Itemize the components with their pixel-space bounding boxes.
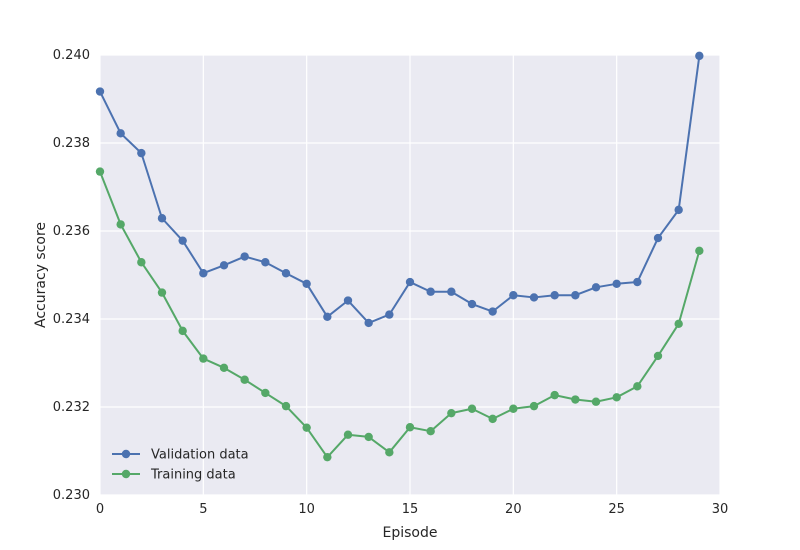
data-point <box>116 220 125 229</box>
data-point <box>240 252 249 261</box>
y-tick-label: 0.240 <box>53 48 90 63</box>
data-point <box>281 269 291 278</box>
data-point <box>199 354 208 363</box>
data-point <box>116 129 125 138</box>
data-point <box>137 258 146 267</box>
data-point <box>695 246 704 255</box>
series-group <box>95 51 704 462</box>
data-point <box>343 430 353 439</box>
data-point <box>95 167 105 176</box>
data-point <box>240 375 249 384</box>
x-tick-label: 10 <box>298 502 315 517</box>
data-point <box>364 432 373 442</box>
data-point <box>323 312 332 321</box>
x-axis-label: Episode <box>383 525 438 541</box>
data-point <box>261 388 270 398</box>
legend-swatch-marker <box>121 449 131 459</box>
data-point <box>157 288 167 297</box>
data-point <box>488 414 497 424</box>
data-point <box>674 319 683 329</box>
x-tick-label: 5 <box>199 502 207 517</box>
data-point <box>467 299 477 309</box>
data-point <box>612 393 621 402</box>
data-point <box>343 296 353 305</box>
data-point <box>591 283 601 292</box>
data-point <box>633 382 642 391</box>
data-point <box>95 87 105 96</box>
data-point <box>695 51 704 61</box>
x-tick-label: 30 <box>712 502 729 517</box>
data-point <box>550 291 559 300</box>
data-point <box>467 404 477 413</box>
data-point <box>426 287 435 296</box>
y-tick-label: 0.234 <box>53 312 90 327</box>
legend-label: Validation data <box>151 448 249 463</box>
y-tick-label: 0.232 <box>53 400 90 415</box>
x-tick-label: 15 <box>402 502 419 517</box>
y-tick-label: 0.238 <box>53 136 90 151</box>
data-point <box>571 395 580 404</box>
data-point <box>405 423 415 432</box>
data-point <box>157 214 167 223</box>
data-point <box>653 351 663 361</box>
data-point <box>219 363 229 373</box>
data-point <box>302 279 311 288</box>
data-point <box>199 269 208 278</box>
data-point <box>385 448 394 457</box>
data-point <box>447 408 456 418</box>
data-point <box>178 236 187 245</box>
data-point <box>612 279 621 288</box>
data-point <box>178 326 187 336</box>
data-point <box>261 258 270 267</box>
x-tick-label: 25 <box>608 502 625 517</box>
data-point <box>426 427 435 436</box>
data-point <box>447 287 456 296</box>
data-point <box>529 401 539 411</box>
data-point <box>281 401 291 411</box>
data-point <box>364 318 373 328</box>
data-point <box>509 291 518 300</box>
y-tick-label: 0.230 <box>53 488 90 503</box>
data-point <box>405 277 415 287</box>
data-point <box>385 310 394 319</box>
data-point <box>571 291 580 300</box>
data-point <box>323 452 332 462</box>
x-tick-label: 0 <box>96 502 104 517</box>
data-point <box>302 423 311 432</box>
legend-swatch-marker <box>121 469 131 479</box>
data-point <box>674 205 683 215</box>
data-point <box>488 307 497 316</box>
y-axis-label: Accuracy score <box>33 222 49 328</box>
tick-labels: 0 5 10 15 20 25 30 0.230 0.232 0.234 0.236 0.238 0.2… <box>53 48 728 517</box>
data-point <box>550 390 559 400</box>
data-point <box>529 293 539 302</box>
legend-label: Training data <box>150 468 236 483</box>
data-point <box>219 261 229 270</box>
series-1 <box>95 51 704 328</box>
x-tick-label: 20 <box>505 502 522 517</box>
y-tick-label: 0.236 <box>53 224 90 239</box>
data-point <box>653 233 663 243</box>
data-point <box>591 397 601 406</box>
series-2 <box>95 167 704 462</box>
data-point <box>633 277 642 287</box>
data-point <box>137 148 146 158</box>
legend: Validation data Training data <box>112 448 249 483</box>
data-point <box>509 404 518 413</box>
